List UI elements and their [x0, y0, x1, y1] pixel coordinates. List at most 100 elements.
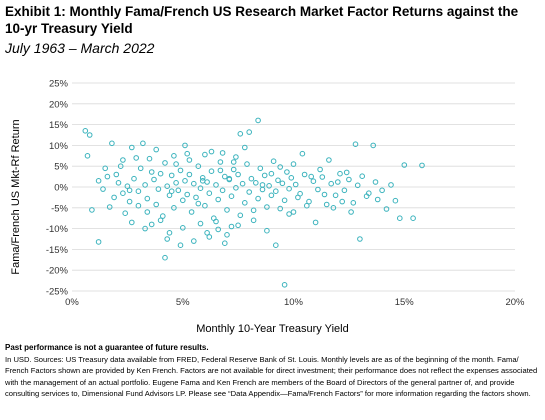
data-point — [151, 176, 157, 183]
disclaimer-text: Past performance is not a guarantee of f… — [5, 343, 209, 352]
data-point — [204, 179, 210, 185]
data-point — [383, 206, 390, 212]
data-point — [84, 153, 91, 159]
data-point — [191, 180, 197, 187]
data-point — [224, 232, 230, 238]
data-point — [346, 176, 352, 183]
source-notes: In USD. Sources: US Treasury data availa… — [5, 354, 538, 399]
data-point — [319, 174, 326, 180]
data-point — [164, 236, 170, 242]
data-point — [297, 190, 303, 197]
data-point — [290, 161, 297, 167]
data-point — [277, 205, 284, 212]
data-point — [140, 140, 146, 147]
data-point — [197, 185, 204, 191]
data-point — [284, 169, 290, 175]
data-point — [184, 191, 190, 198]
data-point — [410, 215, 416, 221]
data-point — [242, 144, 248, 151]
x-tick-label: 5% — [176, 297, 190, 308]
data-point — [230, 159, 237, 165]
data-point — [268, 192, 275, 199]
data-point — [270, 158, 277, 164]
data-point — [144, 209, 151, 215]
data-point — [177, 167, 184, 174]
y-axis-label: Fama/French US Mkt-Rf Return — [10, 119, 22, 274]
data-point — [124, 183, 131, 189]
data-point — [328, 180, 335, 187]
y-axis-ticks: 25% 20% 15% 10% 5% 0% -5% -10% -15% -20% -25% — [46, 79, 69, 298]
data-point — [339, 198, 346, 205]
data-point — [173, 161, 179, 167]
data-point — [160, 213, 166, 219]
data-point — [273, 188, 279, 194]
y-tick-label: -25% — [46, 287, 69, 298]
data-point — [206, 234, 213, 240]
data-point — [164, 183, 170, 189]
data-point — [215, 196, 221, 203]
data-point — [102, 165, 108, 172]
data-point — [199, 175, 206, 181]
data-point — [157, 217, 164, 224]
data-point — [168, 172, 175, 179]
data-point — [388, 182, 394, 188]
data-point — [286, 211, 292, 217]
data-point — [120, 190, 126, 196]
y-tick-label: -10% — [46, 224, 69, 235]
y-tick-label: 10% — [49, 141, 69, 152]
data-point — [222, 240, 228, 246]
data-point — [95, 178, 102, 184]
data-point — [82, 128, 89, 134]
data-point — [104, 173, 111, 180]
data-point — [323, 201, 330, 208]
data-point — [357, 236, 363, 242]
data-points — [82, 117, 425, 288]
data-point — [142, 182, 148, 188]
x-tick-label: 15% — [395, 297, 415, 308]
y-tick-label: 15% — [49, 120, 69, 131]
data-point — [184, 150, 190, 157]
data-point — [157, 170, 164, 177]
data-point — [137, 165, 144, 172]
x-tick-label: 20% — [505, 297, 525, 308]
data-point — [392, 197, 399, 204]
data-point — [397, 215, 403, 221]
data-point — [217, 167, 224, 174]
data-point — [235, 222, 241, 229]
data-point — [148, 221, 155, 228]
data-point — [106, 204, 113, 210]
data-point — [350, 200, 357, 206]
data-point — [213, 182, 219, 188]
data-point — [129, 144, 135, 151]
data-point — [244, 161, 250, 167]
data-point — [308, 173, 315, 180]
data-point — [337, 170, 343, 177]
data-point — [281, 282, 288, 288]
data-point — [279, 180, 286, 187]
data-point — [162, 254, 168, 261]
data-point — [246, 189, 252, 195]
data-point — [219, 187, 226, 194]
data-point — [359, 173, 366, 179]
scatter-chart: 25% 20% 15% 10% 5% 0% -5% -10% -15% -20% -25% 0% 5%… — [10, 79, 525, 309]
data-point — [341, 187, 348, 194]
data-point — [239, 180, 246, 187]
data-point — [292, 181, 299, 188]
data-point — [299, 150, 306, 157]
data-point — [348, 209, 354, 215]
data-point — [129, 219, 135, 226]
y-tick-label: 25% — [49, 79, 69, 90]
data-point — [113, 171, 120, 178]
y-tick-label: 5% — [54, 162, 68, 173]
data-point — [182, 178, 188, 184]
data-point — [372, 179, 379, 185]
data-point — [237, 212, 244, 219]
data-point — [255, 195, 261, 202]
data-point — [144, 195, 151, 202]
data-point — [166, 230, 173, 236]
data-point — [230, 166, 237, 173]
data-point — [290, 209, 297, 215]
data-point — [326, 157, 332, 163]
data-point — [153, 146, 159, 153]
data-point — [86, 132, 93, 138]
